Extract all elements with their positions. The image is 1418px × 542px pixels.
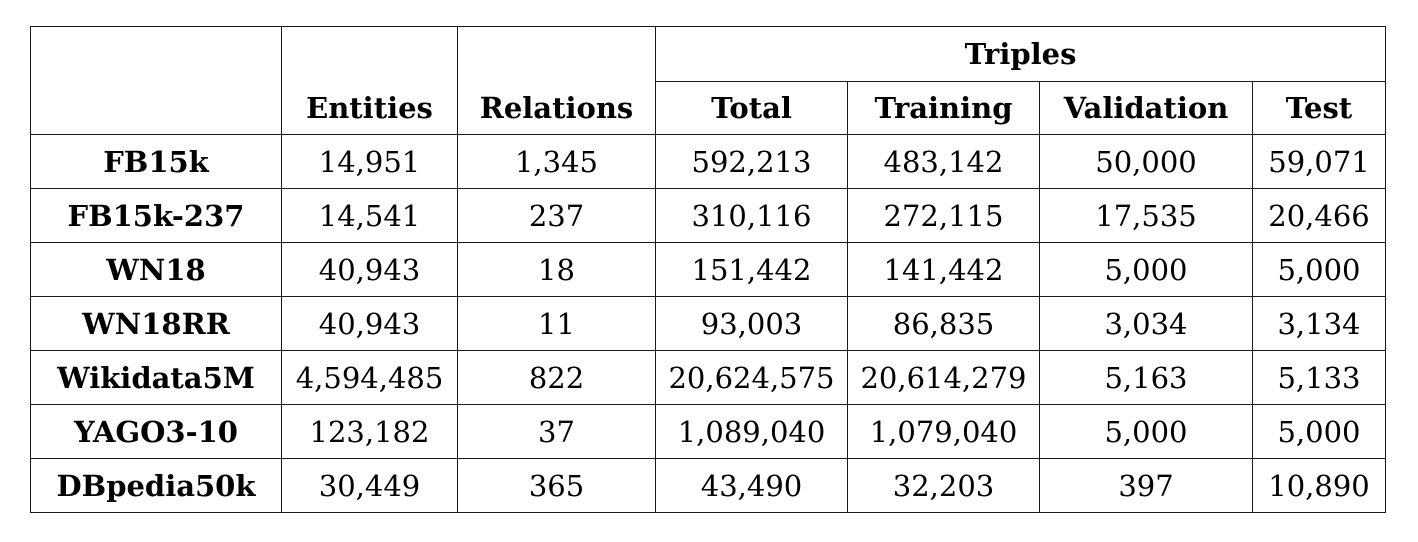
dataset-name-cell: YAGO3-10 [30,404,282,459]
table-row: YAGO3-10 123,182 37 1,089,040 1,079,040 5,000… [30,404,1386,459]
header-row-group: Triples [30,26,1386,135]
value-cell-test: 10,890 [1252,458,1386,513]
value-cell-relations: 37 [457,404,656,459]
value-cell-entities: 40,943 [281,296,458,351]
table-row: WN18RR 40,943 11 93,003 86,835 3,034 3,134 [30,296,1386,351]
value-cell-test: 3,134 [1252,296,1386,351]
value-cell-test: 5,000 [1252,404,1386,459]
value-cell-training: 1,079,040 [847,404,1040,459]
value-cell-validation: 50,000 [1039,134,1253,189]
column-header-relations: Relations [457,81,656,135]
value-cell-training: 20,614,279 [847,350,1040,405]
value-cell-entities: 14,541 [281,188,458,243]
value-cell-total: 20,624,575 [655,350,848,405]
value-cell-entities: 30,449 [281,458,458,513]
column-header-total: Total [655,81,848,135]
value-cell-total: 93,003 [655,296,848,351]
table-row: WN18 40,943 18 151,442 141,442 5,000 5,000 [30,242,1386,297]
value-cell-validation: 17,535 [1039,188,1253,243]
dataset-name-cell: WN18 [30,242,282,297]
table-row: DBpedia50k 30,449 365 43,490 32,203 397 10,890 [30,458,1386,513]
corner-cell [30,26,282,135]
value-cell-test: 20,466 [1252,188,1386,243]
value-cell-training: 483,142 [847,134,1040,189]
dataset-name-cell: FB15k-237 [30,188,282,243]
entities-header-spacer [281,26,458,82]
dataset-name-cell: DBpedia50k [30,458,282,513]
dataset-statistics-table: Triples Entities Relations Total Trainin… [30,26,1386,513]
value-cell-entities: 40,943 [281,242,458,297]
value-cell-validation: 3,034 [1039,296,1253,351]
value-cell-entities: 4,594,485 [281,350,458,405]
value-cell-training: 141,442 [847,242,1040,297]
value-cell-relations: 822 [457,350,656,405]
dataset-name-cell: Wikidata5M [30,350,282,405]
value-cell-total: 1,089,040 [655,404,848,459]
value-cell-training: 32,203 [847,458,1040,513]
column-header-training: Training [847,81,1040,135]
table-row: FB15k-237 14,541 237 310,116 272,115 17,535 20… [30,188,1386,243]
value-cell-test: 5,000 [1252,242,1386,297]
value-cell-relations: 18 [457,242,656,297]
dataset-name-cell: WN18RR [30,296,282,351]
value-cell-relations: 1,345 [457,134,656,189]
value-cell-entities: 123,182 [281,404,458,459]
value-cell-total: 310,116 [655,188,848,243]
table-row: Wikidata5M 4,594,485 822 20,624,575 20,614,2… [30,350,1386,405]
column-header-entities: Entities [281,81,458,135]
value-cell-training: 272,115 [847,188,1040,243]
value-cell-relations: 365 [457,458,656,513]
header-row-columns: Entities Relations Total Training Valida… [31,81,1386,135]
value-cell-validation: 5,000 [1039,242,1253,297]
value-cell-validation: 5,000 [1039,404,1253,459]
value-cell-relations: 237 [457,188,656,243]
value-cell-total: 592,213 [655,134,848,189]
column-header-validation: Validation [1039,81,1253,135]
dataset-name-cell: FB15k [30,134,282,189]
value-cell-test: 5,133 [1252,350,1386,405]
value-cell-training: 86,835 [847,296,1040,351]
relations-header-spacer [457,26,656,82]
column-header-test: Test [1252,81,1386,135]
table-row: FB15k 14,951 1,345 592,213 483,142 50,000 59,0… [30,134,1386,189]
value-cell-entities: 14,951 [281,134,458,189]
triples-group-header: Triples [655,26,1386,82]
value-cell-total: 43,490 [655,458,848,513]
value-cell-test: 59,071 [1252,134,1386,189]
value-cell-total: 151,442 [655,242,848,297]
value-cell-validation: 5,163 [1039,350,1253,405]
value-cell-relations: 11 [457,296,656,351]
value-cell-validation: 397 [1039,458,1253,513]
